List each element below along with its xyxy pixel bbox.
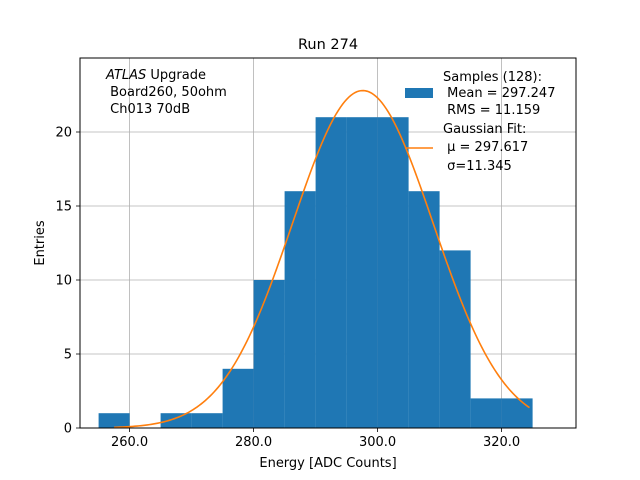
annotation-atlas: ATLAS bbox=[105, 68, 146, 83]
legend-fit-line-2: μ = 297.617 bbox=[443, 140, 528, 155]
annotation-line-2: Board260, 50ohm bbox=[106, 85, 227, 100]
histogram-bar bbox=[439, 250, 471, 428]
y-axis-ticks: 0 5 10 15 20 bbox=[55, 126, 80, 437]
legend-fit-line-3: σ=11.345 bbox=[443, 159, 512, 174]
histogram-bar bbox=[470, 398, 502, 428]
x-tick-label: 260.0 bbox=[111, 435, 148, 450]
plot-frame bbox=[79, 57, 577, 429]
annotation-upgrade: Upgrade bbox=[146, 68, 206, 83]
annotation-line-3: Ch013 70dB bbox=[106, 102, 190, 117]
legend-fit-line-1: Gaussian Fit: bbox=[443, 122, 526, 137]
legend-samples-line-2: Mean = 297.247 bbox=[443, 86, 555, 101]
histogram-bar bbox=[377, 117, 409, 428]
x-tick-label: 280.0 bbox=[235, 435, 272, 450]
histogram-bar bbox=[315, 117, 347, 428]
histogram-bar bbox=[346, 117, 378, 428]
histogram-bar bbox=[98, 413, 130, 428]
y-tick-label: 15 bbox=[55, 200, 72, 215]
y-tick-label: 5 bbox=[64, 348, 72, 363]
x-tick-label: 320.0 bbox=[483, 435, 520, 450]
legend: Samples (128): Mean = 297.247 RMS = 11.1… bbox=[405, 70, 555, 174]
histogram-bar bbox=[284, 191, 316, 428]
histogram-bar bbox=[160, 413, 192, 428]
chart-title: Run 274 bbox=[298, 37, 358, 53]
histogram-bar bbox=[191, 413, 223, 428]
legend-samples-line-3: RMS = 11.159 bbox=[443, 103, 540, 118]
legend-samples-swatch bbox=[405, 88, 433, 98]
annotation-line-1: ATLAS Upgrade bbox=[105, 68, 206, 83]
histogram-bars bbox=[98, 117, 533, 428]
legend-samples-line-1: Samples (128): bbox=[443, 70, 542, 85]
atlas-annotation: ATLAS Upgrade Board260, 50ohm Ch013 70dB bbox=[105, 68, 227, 117]
x-axis-ticks: 260.0 280.0 300.0 320.0 bbox=[111, 428, 520, 450]
histogram-bar bbox=[501, 398, 533, 428]
x-tick-label: 300.0 bbox=[359, 435, 396, 450]
y-axis-label: Entries bbox=[33, 220, 48, 266]
histogram-bar bbox=[408, 191, 440, 428]
histogram-bar bbox=[222, 368, 254, 428]
y-tick-label: 0 bbox=[64, 422, 72, 437]
gaussian-fit-curve bbox=[114, 89, 530, 429]
y-tick-label: 20 bbox=[55, 126, 72, 141]
histogram-bar bbox=[253, 280, 285, 428]
fit-curve-path bbox=[114, 89, 530, 429]
x-axis-label: Energy [ADC Counts] bbox=[259, 456, 396, 471]
y-tick-label: 10 bbox=[55, 274, 72, 289]
